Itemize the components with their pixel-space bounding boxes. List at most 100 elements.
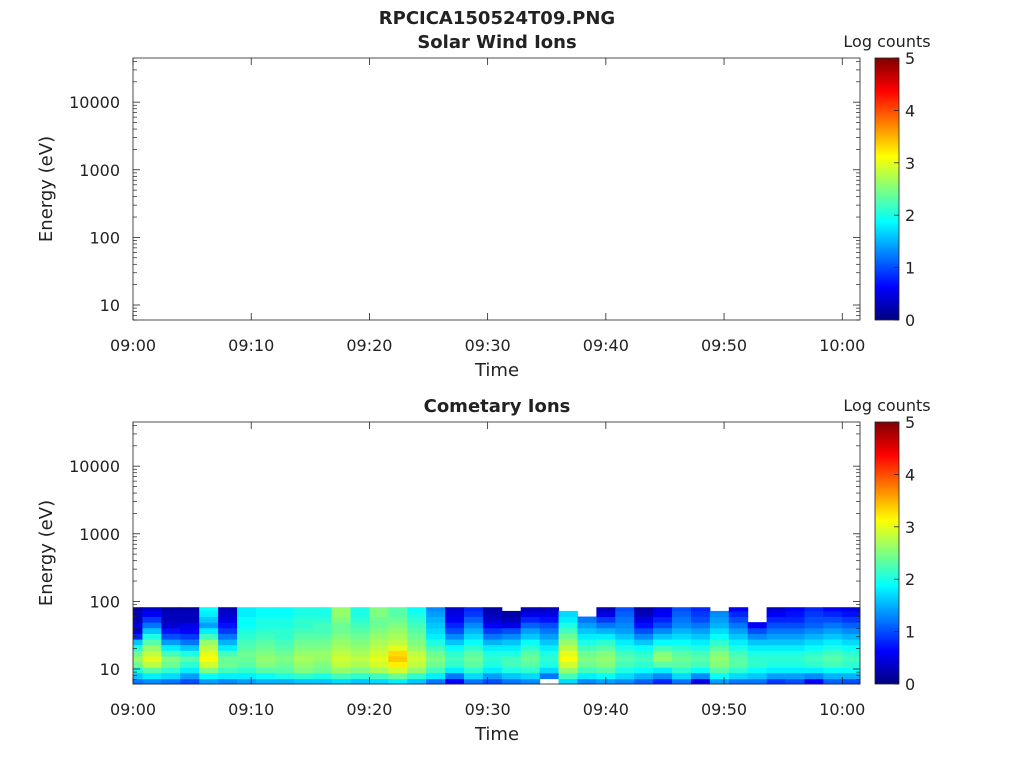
heatmap-cell [407,633,427,640]
heatmap-cell [823,633,843,640]
heatmap-cell [255,667,276,674]
heatmap-cell [709,616,730,623]
colorbar-tick-label: 2 [905,206,915,225]
heatmap-cells [133,607,861,685]
heatmap-cell [558,655,578,663]
heatmap-cell [274,650,295,657]
heatmap-cell [577,672,597,680]
heatmap-cell [463,650,484,657]
heatmap-cell [842,650,861,657]
heatmap-cell [312,650,333,657]
heatmap-cell [766,650,787,657]
heatmap-cell [709,672,730,680]
x-tick-label: 09:10 [228,700,274,719]
heatmap-cell [634,607,654,612]
heatmap-cell [199,633,219,640]
heatmap-cell [274,667,295,674]
heatmap-cell [180,655,200,663]
heatmap-cell [634,616,654,623]
heatmap-cell [728,616,749,623]
colorbar-label: Log counts [843,32,930,51]
heatmap-cell [388,616,408,623]
heatmap-cell [331,622,352,629]
heatmap-cell [142,644,162,651]
heatmap-cell [293,661,314,668]
heatmap-cell [237,644,257,651]
heatmap-cell [785,622,805,629]
heatmap-cell [577,633,597,640]
panel-cometary: Cometary Ions 09:00 09:10 09:20 09:30 09:40 0… [36,396,931,745]
heatmap-cell [653,672,673,680]
heatmap-cell [426,655,446,663]
colorbar: 0 1 2 3 4 5 [874,49,915,330]
heatmap-cell [218,655,238,663]
heatmap-cell [133,622,143,629]
heatmap-cell [709,633,730,640]
heatmap-cell [274,678,295,685]
heatmap-cell [634,661,654,668]
heatmap-cell [161,672,181,680]
heatmap-cell [596,644,616,651]
heatmap-cell [331,672,352,680]
heatmap-cell [445,678,465,685]
heatmap-cell [369,610,389,618]
heatmap-cell [501,667,522,674]
heatmap-cell [520,661,541,668]
heatmap-cell [672,610,692,618]
heatmap-cell [255,650,276,657]
heatmap-cell [728,661,749,668]
heatmap-cell [823,678,843,685]
heatmap-cell [823,627,843,634]
heatmap-cell [804,607,824,612]
heatmap-cell [672,661,692,668]
heatmap-cell [199,678,219,685]
heatmap-cell [369,678,389,685]
heatmap-cell [804,667,824,674]
heatmap-cell [463,678,484,685]
heatmap-cell [218,639,238,646]
heatmap-cell [293,607,314,612]
heatmap-cell [520,655,541,663]
heatmap-cell [445,616,465,623]
heatmap-cell [274,622,295,629]
heatmap-cell [520,650,541,657]
heatmap-cell [388,655,408,663]
heatmap-cell [218,667,238,674]
heatmap-cell [331,650,352,657]
heatmap-cell [596,672,616,680]
heatmap-cell [690,672,711,680]
y-axis-label: Energy (eV) [36,136,57,242]
x-tick-label: 09:50 [701,336,747,355]
heatmap-cell [180,672,200,680]
heatmap-cell [634,650,654,657]
heatmap-cell [823,667,843,674]
colorbar-tick-label: 0 [905,675,915,694]
heatmap-cell [690,610,711,618]
heatmap-cell [672,655,692,663]
heatmap-cell [615,678,635,685]
heatmap-cell [142,661,162,668]
heatmap-cell [539,616,560,623]
heatmap-cell [482,633,503,640]
heatmap-cell [596,610,616,618]
heatmap-cell [804,639,824,646]
heatmap-cell [274,610,295,618]
heatmap-cell [255,607,276,612]
heatmap-cell [653,678,673,685]
heatmap-cell [804,655,824,663]
heatmap-cell [539,655,560,663]
heatmap-cell [653,639,673,646]
x-tick-label: 09:00 [110,700,156,719]
heatmap-cell [709,661,730,668]
heatmap-cell [369,667,389,674]
heatmap-cell [274,616,295,623]
heatmap-cell [634,639,654,646]
heatmap-cell [577,661,597,668]
heatmap-cell [133,672,143,680]
heatmap-cell [369,650,389,657]
heatmap-cell [804,672,824,680]
x-tick-label: 10:00 [819,336,865,355]
heatmap-cell [218,644,238,651]
heatmap-cell [709,667,730,674]
